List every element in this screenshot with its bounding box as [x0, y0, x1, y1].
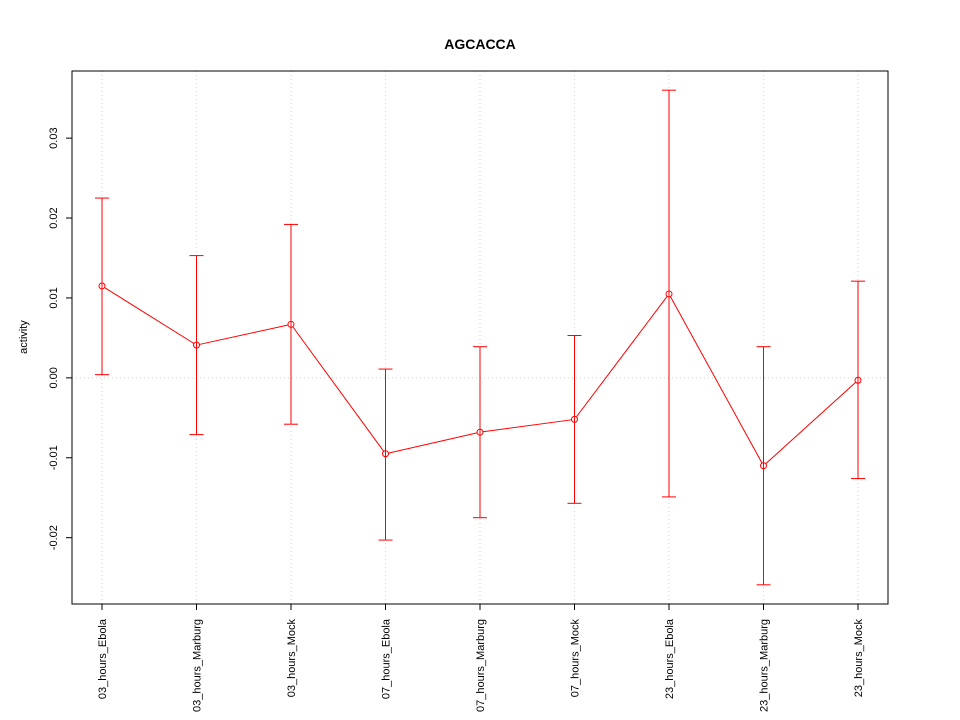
- series-line-segment: [482, 419, 572, 433]
- data-point: [193, 341, 200, 349]
- y-axis-label: activity: [18, 320, 30, 354]
- plot-frame: [71, 70, 889, 605]
- data-point: [382, 450, 389, 458]
- data-point: [287, 320, 295, 328]
- series-line-segment: [388, 432, 478, 454]
- series-line-segment: [199, 324, 289, 345]
- data-point: [98, 282, 106, 290]
- x-tick-label: 07_hours_Ebola: [381, 618, 393, 699]
- y-tick-label: 0.01: [48, 287, 60, 308]
- x-tick-labels: 03_hours_Ebola 03_hours_Marburg 03_hours_M…: [97, 618, 865, 712]
- data-points: [98, 282, 862, 470]
- data-point: [476, 428, 484, 436]
- x-tick-label: 23_hours_Marburg: [759, 619, 771, 712]
- y-tick-labels: -0.02 -0.01 0.00 0.01 0.02 0.03: [48, 127, 60, 550]
- series-line-segment: [104, 287, 195, 344]
- axes: [66, 70, 889, 610]
- y-tick-label: 0.02: [48, 207, 60, 228]
- x-tick-label: 03_hours_Ebola: [97, 618, 109, 699]
- series-line-segment: [765, 381, 857, 465]
- y-tick-label: -0.01: [48, 445, 60, 470]
- error-bars: [95, 89, 865, 586]
- chart-title: AGCACCA: [444, 36, 516, 52]
- series-line-group: [104, 287, 857, 465]
- data-point: [571, 415, 578, 423]
- x-tick-label: 03_hours_Mock: [286, 619, 298, 698]
- y-tick-label: 0.03: [48, 127, 60, 148]
- x-tick-label: 03_hours_Marburg: [192, 619, 204, 712]
- data-point: [665, 290, 673, 298]
- x-tick-label: 07_hours_Mock: [570, 619, 582, 698]
- data-point: [760, 462, 767, 470]
- y-tick-label: -0.02: [48, 525, 60, 550]
- x-tick-label: 07_hours_Marburg: [475, 619, 487, 712]
- series-line-segment: [575, 296, 668, 418]
- y-tick-label: 0.00: [48, 367, 60, 388]
- x-tick-label: 23_hours_Mock: [853, 619, 865, 698]
- x-tick-label: 23_hours_Ebola: [664, 618, 676, 699]
- grid: [72, 71, 888, 604]
- series-line-segment: [292, 326, 385, 452]
- series-line-segment: [670, 296, 763, 464]
- data-point: [854, 376, 862, 384]
